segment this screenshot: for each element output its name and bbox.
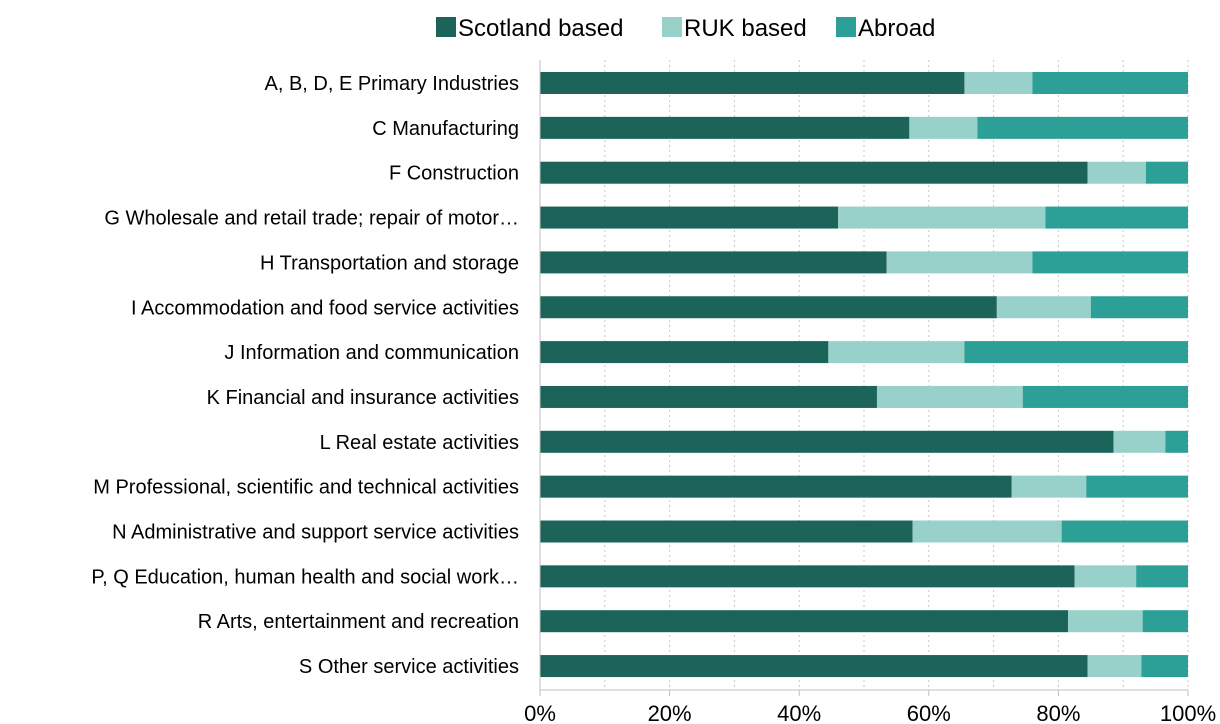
category-label: I Accommodation and food service activit…: [131, 297, 519, 319]
legend-swatch: [836, 17, 856, 37]
category-label: M Professional, scientific and technical…: [93, 477, 519, 499]
bar-segment: [540, 116, 910, 139]
x-tick-label: 0%: [524, 701, 556, 724]
bar-segment: [1136, 565, 1188, 588]
legend: Scotland based RUK based Abroad: [436, 15, 935, 42]
category-label: F Construction: [389, 163, 519, 185]
x-tick-label: 80%: [1036, 701, 1080, 724]
bar-segment: [876, 385, 1023, 408]
category-label: K Financial and insurance activities: [207, 387, 519, 409]
x-tick-label: 40%: [777, 701, 821, 724]
category-label: J Information and communication: [224, 342, 519, 364]
category-label: N Administrative and support service act…: [112, 522, 519, 544]
x-tick-label: 100%: [1160, 701, 1216, 724]
bar-segment: [540, 655, 1088, 678]
bar-segment: [1032, 72, 1188, 94]
category-label: L Real estate activities: [320, 432, 519, 454]
bar-segment: [540, 565, 1075, 588]
bar-segment: [1061, 520, 1188, 543]
bar-segment: [1165, 430, 1188, 453]
bar-segment: [540, 385, 877, 408]
legend-swatch: [436, 17, 456, 37]
bar-segment: [1087, 161, 1146, 184]
category-label: C Manufacturing: [372, 118, 519, 140]
bar-segment: [1022, 385, 1188, 408]
bar-segment: [909, 116, 978, 139]
bar-segment: [1090, 296, 1188, 319]
bar-segment: [1086, 475, 1188, 498]
bar-segment: [996, 296, 1091, 319]
bar-segment: [964, 341, 1188, 364]
bar-segment: [1142, 610, 1188, 633]
bar-segment: [1087, 655, 1142, 678]
bar-segment: [540, 251, 887, 274]
bar-segment: [1068, 610, 1143, 633]
legend-label: RUK based: [684, 15, 807, 42]
bar-segment: [1141, 655, 1188, 678]
bar-segment: [540, 72, 965, 94]
bar-segment: [540, 206, 839, 229]
category-label: P, Q Education, human health and social …: [91, 566, 519, 588]
bar-segment: [540, 430, 1114, 453]
bar-segment: [828, 341, 965, 364]
bar-segment: [540, 475, 1012, 498]
category-labels: A, B, D, E Primary Industries C Manufactu…: [91, 73, 519, 678]
x-tick-label: 20%: [648, 701, 692, 724]
legend-swatch: [662, 17, 682, 37]
bar-segment: [1113, 430, 1166, 453]
gridlines: [604, 60, 1189, 690]
category-label: G Wholesale and retail trade; repair of …: [104, 208, 519, 230]
bar-segment: [912, 520, 1062, 543]
category-label: S Other service activities: [299, 656, 519, 678]
x-tick-label: 60%: [907, 701, 951, 724]
x-axis: 0% 20% 40% 60% 80% 100%: [524, 60, 1216, 724]
legend-label: Scotland based: [458, 15, 623, 42]
bar-segment: [838, 206, 1046, 229]
bar-segment: [1032, 251, 1188, 274]
category-label: R Arts, entertainment and recreation: [198, 611, 519, 633]
bar-segment: [886, 251, 1033, 274]
legend-label: Abroad: [858, 15, 935, 42]
bar-segment: [540, 610, 1069, 633]
bar-segment: [540, 161, 1088, 184]
bar-segment: [540, 296, 997, 319]
bars: [540, 72, 1188, 678]
bar-segment: [1074, 565, 1137, 588]
bar-segment: [964, 72, 1033, 94]
bar-segment: [540, 520, 913, 543]
bar-segment: [540, 341, 829, 364]
bar-segment: [1045, 206, 1188, 229]
category-label: A, B, D, E Primary Industries: [264, 73, 519, 95]
bar-segment: [977, 116, 1188, 139]
bar-segment: [1011, 475, 1087, 498]
bar-segment: [1145, 161, 1188, 184]
category-label: H Transportation and storage: [260, 252, 519, 274]
